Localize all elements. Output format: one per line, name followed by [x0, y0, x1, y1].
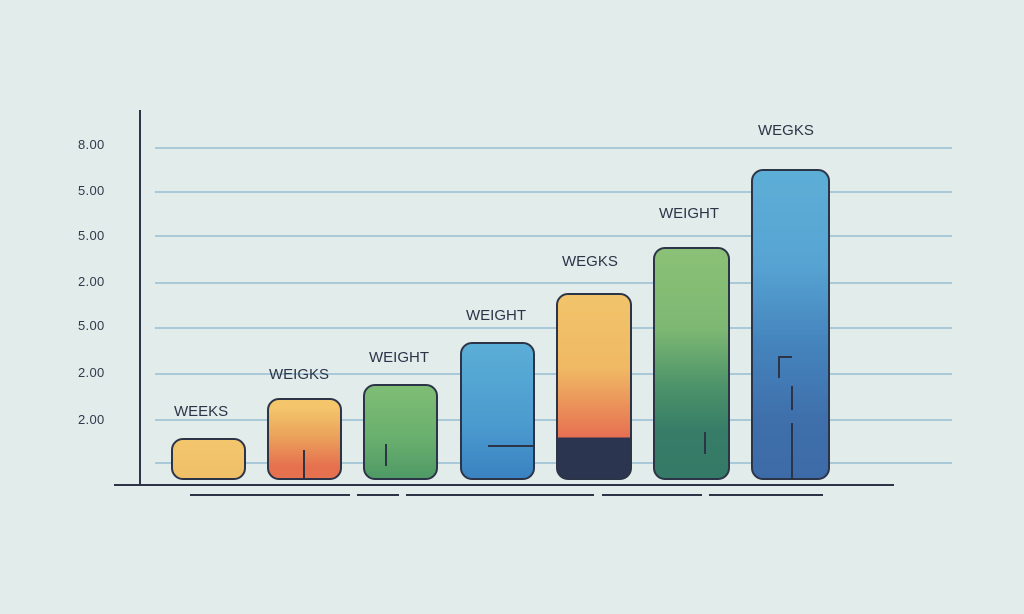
y-tick-label: 8.00 [78, 137, 105, 152]
x-axis-segment [406, 494, 594, 496]
y-tick-label: 2.00 [78, 274, 105, 289]
bar[interactable] [267, 398, 342, 480]
gridline [155, 462, 952, 464]
bar-label: WEGKS [562, 253, 618, 270]
x-axis-segment [190, 494, 350, 496]
bar-label: WEIGHT [369, 349, 429, 366]
gridline [155, 327, 952, 329]
x-axis-segment [357, 494, 399, 496]
gridline [155, 282, 952, 284]
bar-label: WEEKS [174, 403, 229, 420]
bar-label: WEIGHT [466, 307, 526, 324]
bar[interactable] [556, 293, 632, 480]
bar-label: WEGKS [758, 122, 814, 139]
gridline [155, 373, 952, 375]
x-axis-segment [709, 494, 823, 496]
bar[interactable] [460, 342, 535, 480]
bar[interactable] [653, 247, 730, 480]
y-tick-label: 2.00 [78, 412, 105, 427]
y-tick-label: 5.00 [78, 183, 105, 198]
gridline [155, 419, 952, 421]
bar-label: WEIGKS [269, 366, 330, 383]
x-axis [114, 484, 894, 486]
y-tick-label: 5.00 [78, 228, 105, 243]
bar-label: WEIGHT [659, 205, 719, 222]
y-tick-label: 2.00 [78, 365, 105, 380]
bar[interactable] [171, 438, 246, 480]
bar[interactable] [363, 384, 438, 480]
gridline [155, 235, 952, 237]
x-axis-segment [602, 494, 702, 496]
bar[interactable] [751, 169, 830, 480]
gridline [155, 147, 952, 149]
y-axis [139, 110, 141, 486]
gridline [155, 191, 952, 193]
y-tick-label: 5.00 [78, 318, 105, 333]
